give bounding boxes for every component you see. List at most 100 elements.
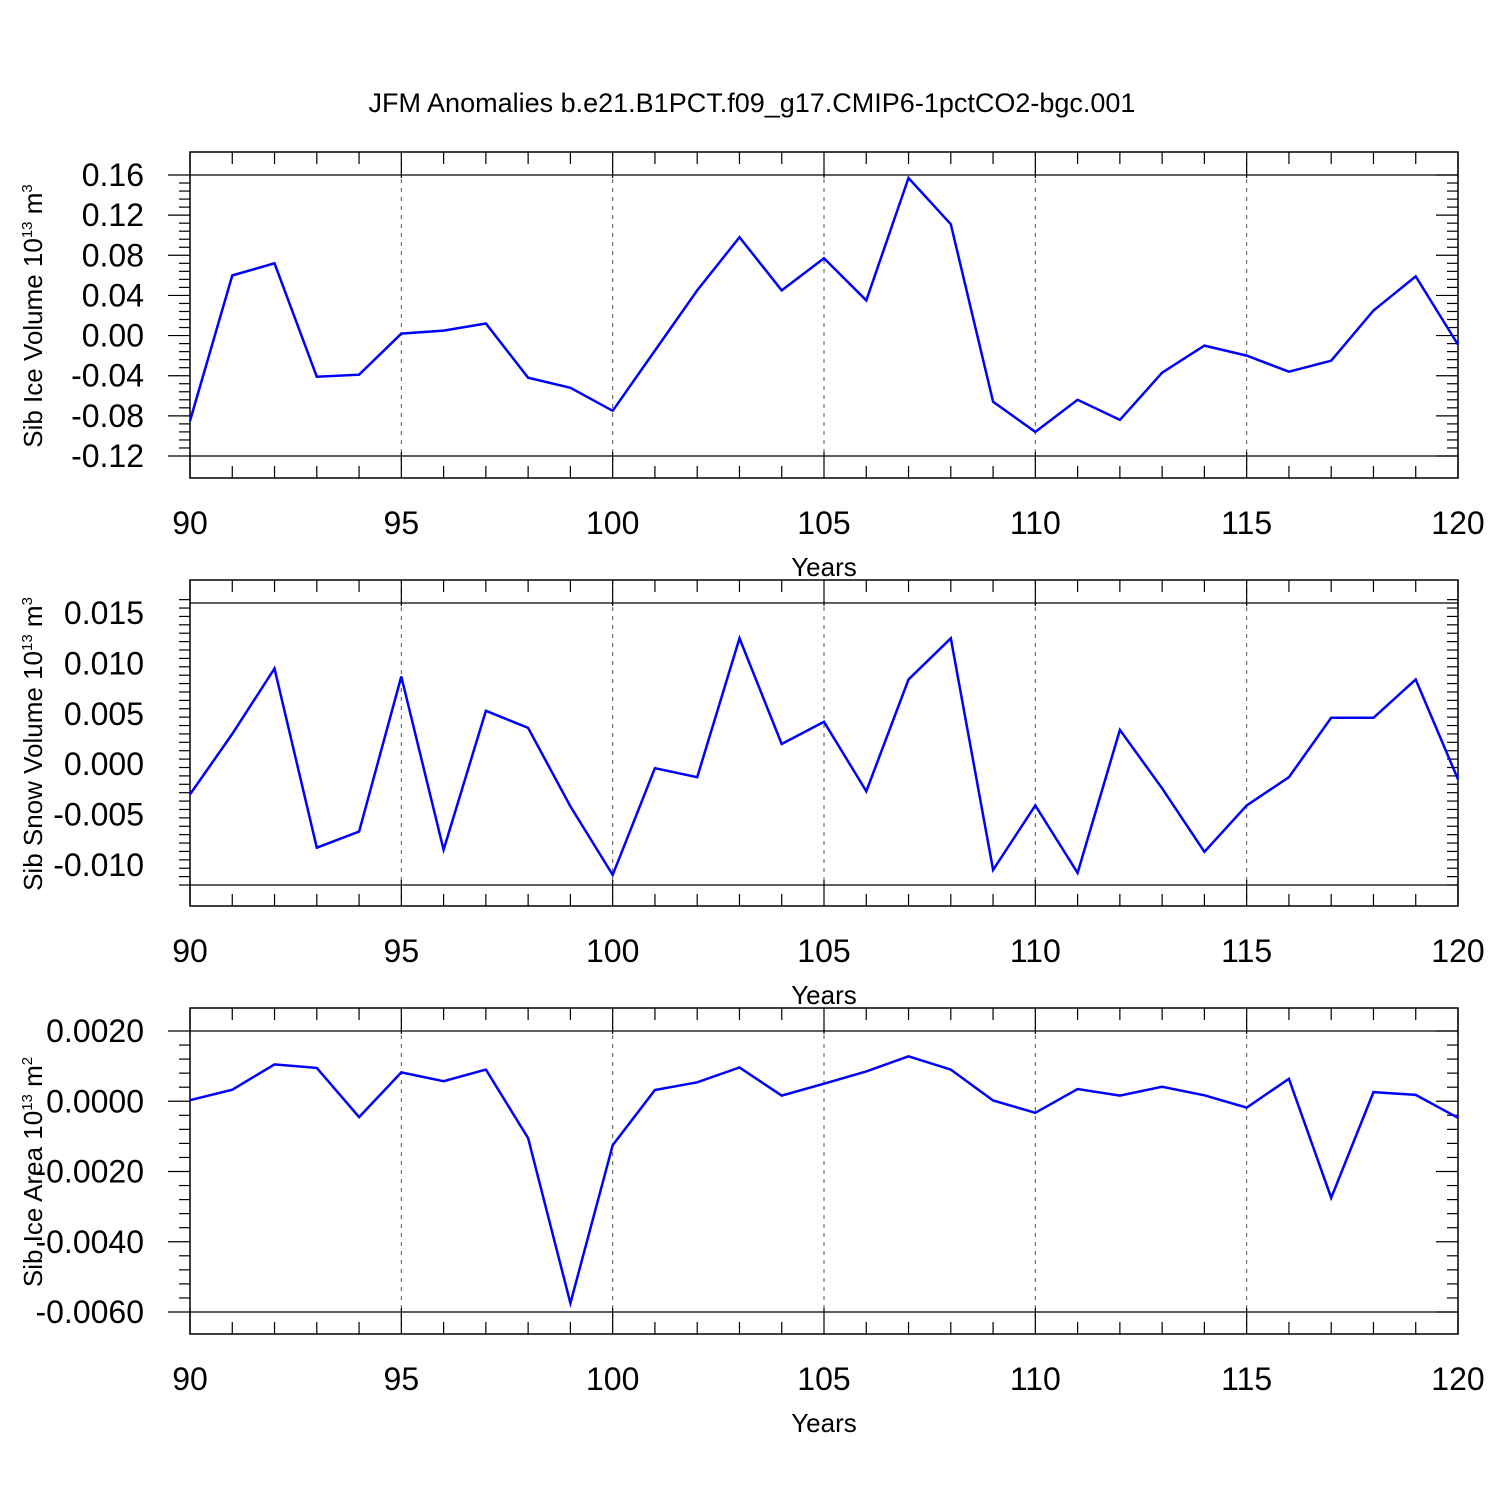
data-point [1287, 1077, 1291, 1081]
data-point [273, 261, 277, 265]
data-point [399, 332, 403, 336]
x-tick-label: 90 [172, 1361, 208, 1397]
data-point [611, 1143, 615, 1147]
data-point [230, 732, 234, 736]
data-point [1076, 871, 1080, 875]
y-tick-label: 0.0000 [46, 1083, 144, 1119]
data-point [907, 1054, 911, 1058]
data-point [1160, 371, 1164, 375]
y-tick-label: -0.08 [71, 398, 144, 434]
data-point [780, 742, 784, 746]
panels: -0.12 -0.08 -0.04 0.00 0.04 0.08 0.12 0.16 90 95 1… [18, 151, 1485, 1438]
y-tick-label: -0.005 [53, 797, 144, 833]
data-point [822, 1082, 826, 1086]
data-point [273, 1062, 277, 1066]
data-point [1076, 1087, 1080, 1091]
data-point [991, 868, 995, 872]
data-point [484, 709, 488, 713]
y-tick-label: 0.010 [64, 645, 144, 681]
data-point [1456, 777, 1460, 781]
data-point [230, 273, 234, 277]
data-point [1371, 1090, 1375, 1094]
data-point [315, 375, 319, 379]
y-tick-label: 0.08 [82, 237, 144, 273]
y-tick-label: 0.0020 [46, 1013, 144, 1049]
data-point [1202, 850, 1206, 854]
data-point [315, 1066, 319, 1070]
data-point [1160, 786, 1164, 790]
data-point [1329, 716, 1333, 720]
data-point [949, 1068, 953, 1072]
data-point [991, 1099, 995, 1103]
y-tick-label: 0.04 [82, 277, 144, 313]
y-axis-title: Sib Ice Volume 1013 m3 [18, 184, 48, 448]
data-point [1245, 803, 1249, 807]
data-point [822, 256, 826, 260]
data-point [1371, 716, 1375, 720]
y-tick-label: -0.0040 [35, 1224, 144, 1260]
data-point [864, 1069, 868, 1073]
data-point [273, 666, 277, 670]
x-tick-label: 105 [797, 505, 850, 541]
chart-panel-3: -0.0060 -0.0040 -0.0020 0.0000 0.0020 90 95 100… [18, 1007, 1485, 1438]
data-point [1414, 1093, 1418, 1097]
data-point [357, 373, 361, 377]
x-axis-title: Years [791, 1408, 857, 1438]
data-point [1329, 359, 1333, 363]
data-point [315, 846, 319, 850]
chart-panel-1: -0.12 -0.08 -0.04 0.00 0.04 0.08 0.12 0.16 90 95 1… [18, 151, 1485, 582]
data-point [1287, 370, 1291, 374]
x-tick-label: 110 [1010, 933, 1061, 969]
data-point [737, 235, 741, 239]
data-point [1202, 344, 1206, 348]
y-axis-title: Sib Snow Volume 1013 m3 [18, 597, 48, 891]
y-tick-label: 0.00 [82, 318, 144, 354]
data-point [188, 792, 192, 796]
data-point [653, 1088, 657, 1092]
x-tick-label: 95 [384, 505, 420, 541]
data-point [1414, 274, 1418, 278]
series-line [188, 634, 1460, 878]
y-tick-label: 0.000 [64, 746, 144, 782]
chart-title: JFM Anomalies b.e21.B1PCT.f09_g17.CMIP6-… [369, 88, 1136, 118]
data-point [568, 804, 572, 808]
data-point [568, 1301, 572, 1305]
data-point [1287, 775, 1291, 779]
x-tick-label: 95 [384, 1361, 420, 1397]
y-axis-title: Sib Ice Area 1013 m2 [18, 1057, 48, 1287]
data-point [568, 386, 572, 390]
x-tick-label: 95 [384, 933, 420, 969]
data-point [399, 675, 403, 679]
data-point [864, 789, 868, 793]
data-point [526, 726, 530, 730]
x-tick-label: 110 [1010, 505, 1061, 541]
data-point [526, 376, 530, 380]
x-tick-label: 120 [1431, 505, 1484, 541]
x-tick-label: 115 [1221, 1361, 1272, 1397]
data-point [1371, 308, 1375, 312]
data-point [1118, 418, 1122, 422]
x-tick-label: 115 [1221, 505, 1272, 541]
data-point [949, 636, 953, 640]
y-tick-label: 0.015 [64, 595, 144, 631]
data-point [822, 720, 826, 724]
data-point [653, 766, 657, 770]
y-tick-label: -0.12 [71, 438, 144, 474]
data-point [484, 322, 488, 326]
data-point [442, 329, 446, 333]
series-line [188, 175, 1460, 434]
data-point [780, 1094, 784, 1098]
data-point [653, 349, 657, 353]
data-point [442, 1079, 446, 1083]
data-point [1414, 678, 1418, 682]
x-tick-label: 120 [1431, 933, 1484, 969]
data-point [949, 222, 953, 226]
data-point [399, 1070, 403, 1074]
chart-panel-2: -0.010 -0.005 0.000 0.005 0.010 0.015 90 95 100 1… [18, 579, 1485, 1010]
y-tick-label: 0.005 [64, 696, 144, 732]
data-point [695, 288, 699, 292]
data-point [188, 419, 192, 423]
data-point [230, 1088, 234, 1092]
x-tick-label: 120 [1431, 1361, 1484, 1397]
